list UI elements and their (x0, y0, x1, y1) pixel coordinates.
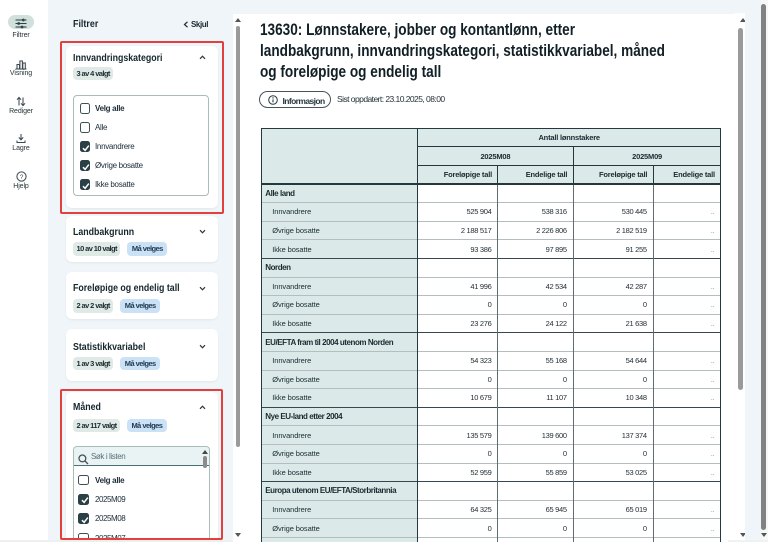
svg-text:?: ? (19, 174, 23, 181)
